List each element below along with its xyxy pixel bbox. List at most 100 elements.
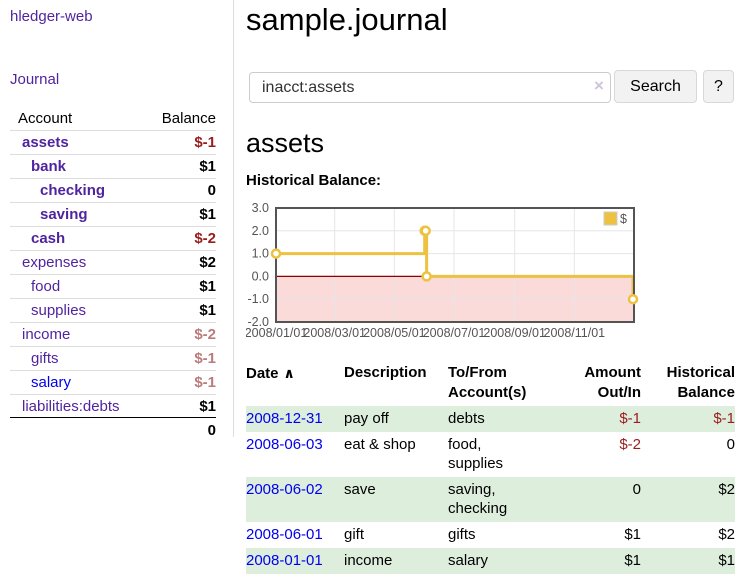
register-balance-cell: $1	[718, 552, 735, 569]
register-date-link[interactable]: 2008-01-01	[246, 552, 323, 569]
register-date-link[interactable]: 2008-06-01	[246, 526, 323, 543]
register-table: Date ∧ Description To/From Account(s) Amo…	[246, 363, 735, 574]
sidebar-account-link-income[interactable]: income	[22, 326, 71, 343]
chart-svg: 3.0 2.0 1.0 0.0 -1.0 -2.02008/01/012008/03/01…	[246, 201, 639, 340]
sidebar-accounts-table: Account Balance assets $-1 bank $1 checking 0…	[10, 106, 216, 442]
accounts-table-header: Account Balance	[10, 106, 216, 130]
app-title-link[interactable]: hledger-web	[10, 8, 93, 25]
svg-text:2008/07/01: 2008/07/01	[423, 326, 486, 340]
sidebar-account-balance: $1	[199, 278, 216, 295]
sidebar-account-row: checking 0	[10, 178, 216, 202]
register-row[interactable]: 2008-01-01 income salary $1 $1	[246, 548, 735, 574]
sidebar-item-journal[interactable]: Journal	[10, 71, 60, 88]
register-accounts-cell: salary	[448, 552, 489, 569]
historical-balance-chart: 3.0 2.0 1.0 0.0 -1.0 -2.0 2008/01/01 2008/03/01…	[246, 200, 642, 352]
register-date-cell: 2008-06-02	[246, 477, 344, 522]
svg-text:1.0: 1.0	[252, 247, 269, 261]
account-column-header: Account	[18, 109, 73, 127]
sidebar-account-link-saving[interactable]: saving	[40, 206, 88, 223]
sidebar-account-row: liabilities:debts $1	[10, 394, 216, 418]
register-date-link[interactable]: 2008-12-31	[246, 410, 323, 427]
register-balance-cell: $2	[718, 481, 735, 498]
accounts-total-row: 0	[10, 418, 216, 442]
register-row[interactable]: 2008-06-03 eat & shop food, supplies $-2 0	[246, 432, 735, 477]
sidebar-account-balance: 0	[207, 182, 216, 199]
sidebar-account-row: assets $-1	[10, 130, 216, 154]
sidebar-account-balance: $1	[199, 206, 216, 223]
accounts-total-value: 0	[207, 421, 216, 439]
header-description[interactable]: Description	[344, 364, 427, 381]
register-amount-cell: $-2	[619, 436, 641, 453]
sidebar-account-link-food[interactable]: food	[31, 278, 61, 295]
register-description-cell: gift	[344, 526, 365, 543]
register-amount-cell: $1	[624, 552, 641, 569]
sidebar-account-balance: $1	[199, 397, 216, 415]
svg-text:2008/09/01: 2008/09/01	[483, 326, 546, 340]
header-accounts[interactable]: To/From Account(s)	[448, 364, 527, 401]
sidebar-account-row: gifts $-1	[10, 346, 216, 370]
sidebar-account-row: income $-2	[10, 322, 216, 346]
sidebar-account-link-cash[interactable]: cash	[31, 230, 66, 247]
register-description-cell: pay off	[344, 410, 389, 427]
balance-column-header: Balance	[161, 109, 216, 127]
sidebar-account-link-checking[interactable]: checking	[40, 182, 106, 199]
svg-text:2.0: 2.0	[252, 224, 269, 238]
account-heading: assets	[246, 128, 325, 158]
register-header-row: Date ∧ Description To/From Account(s) Amo…	[246, 363, 735, 406]
sidebar-account-link-assets[interactable]: assets	[22, 134, 69, 151]
register-balance-cell: $2	[718, 526, 735, 543]
svg-text:$: $	[620, 212, 627, 226]
sidebar-account-balance: $-2	[194, 326, 216, 343]
clear-search-icon[interactable]: ×	[594, 76, 604, 95]
register-date-cell: 2008-06-01	[246, 522, 344, 548]
sidebar-account-balance: $-1	[194, 134, 216, 151]
register-description-cell: eat & shop	[344, 436, 416, 453]
search-button[interactable]: Search	[614, 70, 697, 103]
register-row[interactable]: 2008-06-02 save saving, checking 0 $2	[246, 477, 735, 522]
sidebar-account-link-liabilities-debts[interactable]: liabilities:debts	[22, 397, 120, 415]
svg-text:2008/05/01: 2008/05/01	[363, 326, 426, 340]
sidebar-account-balance: $-1	[194, 350, 216, 367]
sidebar-account-row: food $1	[10, 274, 216, 298]
sidebar-account-link-salary[interactable]: salary	[31, 374, 72, 391]
svg-text:0.0: 0.0	[252, 269, 269, 283]
register-amount-cell: 0	[632, 481, 641, 498]
svg-text:2008/03/01: 2008/03/01	[303, 326, 366, 340]
sidebar-account-link-expenses[interactable]: expenses	[22, 254, 87, 271]
sidebar-account-row: bank $1	[10, 154, 216, 178]
sidebar-account-balance: $1	[199, 302, 216, 319]
sidebar-account-row: salary $-1	[10, 370, 216, 394]
svg-text:2008/11/01: 2008/11/01	[544, 326, 606, 340]
header-balance[interactable]: Historical Balance	[666, 364, 735, 401]
register-accounts-cell: gifts	[448, 526, 476, 543]
sidebar-account-link-supplies[interactable]: supplies	[31, 302, 87, 319]
sidebar-account-balance: $1	[199, 158, 216, 175]
register-date-cell: 2008-01-01	[246, 548, 344, 574]
register-date-cell: 2008-06-03	[246, 432, 344, 477]
register-date-link[interactable]: 2008-06-03	[246, 436, 323, 453]
register-date-cell: 2008-12-31	[246, 406, 344, 432]
register-row[interactable]: 2008-06-01 gift gifts $1 $2	[246, 522, 735, 548]
register-date-link[interactable]: 2008-06-02	[246, 481, 323, 498]
sort-ascending-icon: ∧	[283, 365, 295, 381]
sidebar-account-row: supplies $1	[10, 298, 216, 322]
svg-text:3.0: 3.0	[252, 201, 269, 215]
search-input[interactable]	[249, 72, 611, 103]
help-button[interactable]: ?	[703, 70, 734, 103]
sidebar-account-link-bank[interactable]: bank	[31, 158, 67, 175]
header-amount[interactable]: Amount Out/In	[584, 364, 641, 401]
sidebar-account-row: saving $1	[10, 202, 216, 226]
register-row[interactable]: 2008-12-31 pay off debts $-1 $-1	[246, 406, 735, 432]
svg-text:-1.0: -1.0	[247, 292, 269, 306]
sidebar-account-row: expenses $2	[10, 250, 216, 274]
sidebar-account-balance: $2	[199, 254, 216, 271]
register-balance-cell: $-1	[713, 410, 735, 427]
register-description-cell: income	[344, 552, 393, 569]
register-amount-cell: $1	[624, 526, 641, 543]
historical-balance-label: Historical Balance:	[246, 172, 382, 189]
svg-text:2008/01/01: 2008/01/01	[246, 326, 307, 340]
sidebar-account-row: cash $-2	[10, 226, 216, 250]
sidebar-account-link-gifts[interactable]: gifts	[31, 350, 59, 367]
header-date[interactable]: Date ∧	[246, 365, 295, 382]
